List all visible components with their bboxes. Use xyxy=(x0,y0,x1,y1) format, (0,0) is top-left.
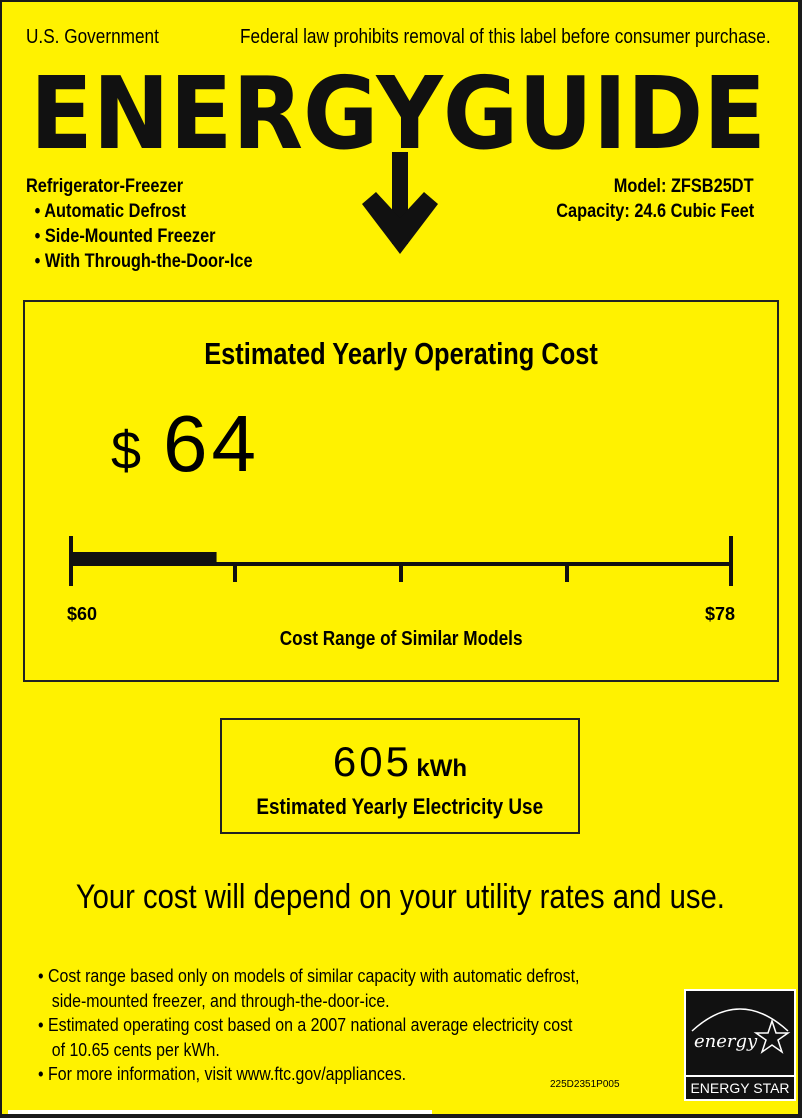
us-government-text: U.S. Government xyxy=(26,26,159,48)
energy-star-logo: energy ENERGY STAR xyxy=(684,989,796,1101)
svg-text:energy: energy xyxy=(694,1031,758,1052)
model-number: Model: ZFSB25DT xyxy=(614,176,754,197)
note-continuation: of 10.65 cents per kWh. xyxy=(51,1038,220,1060)
range-high: $78 xyxy=(704,604,735,624)
kwh-unit: kWh xyxy=(416,755,468,782)
note-item: • For more information, visit www.ftc.go… xyxy=(38,1063,407,1084)
scale-endcap-right xyxy=(729,536,733,586)
feature-item: • Automatic Defrost xyxy=(34,201,186,222)
label-code: 225D2351P005 xyxy=(550,1079,620,1090)
currency-symbol: $ xyxy=(111,421,142,481)
kwh-value: 605 xyxy=(332,738,412,785)
feature-item: • Side-Mounted Freezer xyxy=(34,226,216,247)
note-item: • Cost range based only on models of sim… xyxy=(38,965,580,986)
range-low: $60 xyxy=(67,604,98,624)
note-continuation: side-mounted freezer, and through-the-do… xyxy=(51,989,390,1011)
operating-cost-title: Estimated Yearly Operating Cost xyxy=(204,336,598,371)
bottom-strip xyxy=(8,1110,432,1114)
product-type-block: Refrigerator-Freezer • Automatic Defrost… xyxy=(26,174,289,274)
electricity-use-label: Estimated Yearly Electricity Use xyxy=(256,794,544,819)
utility-disclaimer: Your cost will depend on your utility ra… xyxy=(75,878,725,916)
tick-75 xyxy=(565,562,569,582)
tick-50 xyxy=(399,562,403,582)
operating-cost-box: Estimated Yearly Operating Cost $ 64 $60… xyxy=(23,300,779,682)
energy-star-text: ENERGY STAR xyxy=(686,1075,794,1096)
logo-text: ENERGYGUIDE xyxy=(30,62,766,162)
cost-marker-bar xyxy=(69,552,217,566)
range-label: Cost Range of Similar Models xyxy=(279,628,523,650)
energy-star-icon: energy xyxy=(691,1008,791,1054)
product-type: Refrigerator-Freezer xyxy=(26,176,184,197)
electricity-use-box: 605 kWh Estimated Yearly Electricity Use xyxy=(220,718,580,834)
law-notice: Federal law prohibits removal of this la… xyxy=(240,26,771,48)
arrow-down-icon xyxy=(362,152,438,254)
energyguide-logo: ENERGYGUIDE xyxy=(30,62,766,162)
tick-25 xyxy=(233,562,237,582)
footnotes: • Cost range based only on models of sim… xyxy=(38,964,579,1087)
capacity: Capacity: 24.6 Cubic Feet xyxy=(556,201,754,222)
cost-range-scale xyxy=(69,536,733,586)
note-item: • Estimated operating cost based on a 20… xyxy=(38,1014,573,1035)
model-block: Model: ZFSB25DT Capacity: 24.6 Cubic Fee… xyxy=(524,174,754,224)
operating-cost-value: 64 xyxy=(163,399,260,488)
feature-item: • With Through-the-Door-Ice xyxy=(34,251,253,272)
